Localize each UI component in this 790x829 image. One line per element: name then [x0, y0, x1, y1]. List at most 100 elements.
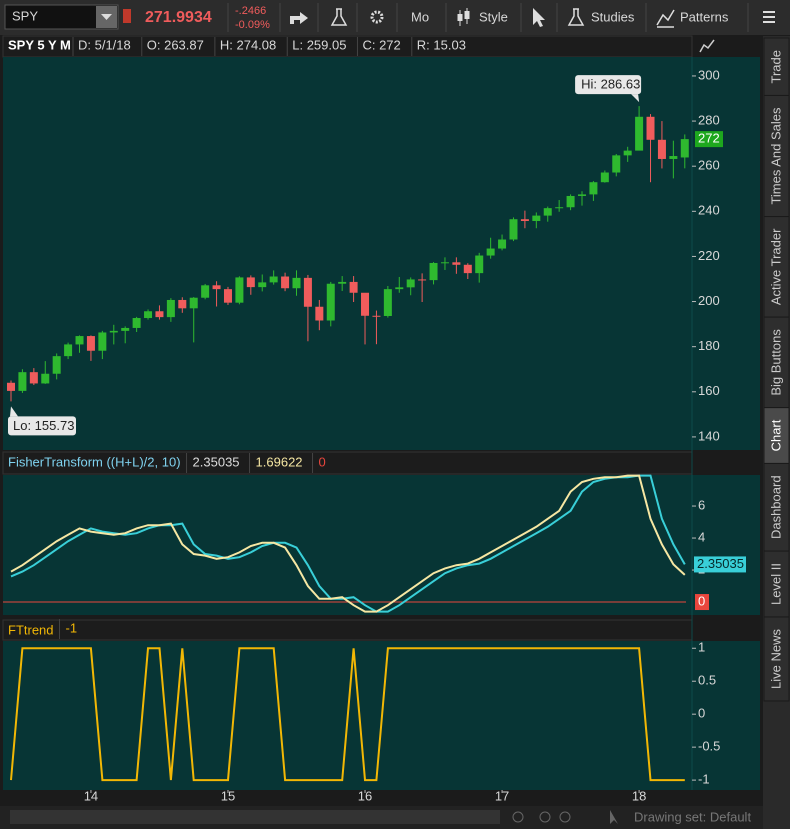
- zoom-icon[interactable]: [512, 811, 524, 823]
- chart-icon[interactable]: [699, 39, 715, 53]
- x-tick-label: 16: [358, 788, 372, 803]
- candle-body: [509, 219, 518, 240]
- fisher-title: FisherTransform ((H+L)/2, 10): [8, 454, 181, 469]
- candle-body: [566, 195, 575, 208]
- candle-body: [155, 311, 164, 318]
- toolbar: [0, 0, 790, 35]
- y-tick-label: 0.5: [698, 673, 716, 688]
- candle-body: [657, 139, 666, 159]
- sidebar-tab-label[interactable]: Live News: [768, 628, 783, 688]
- candle-body: [635, 116, 644, 151]
- candle-body: [326, 283, 335, 321]
- study-line: [10, 474, 686, 613]
- candle-body: [178, 299, 187, 309]
- change: -.2466: [235, 5, 266, 17]
- share-icon[interactable]: [290, 12, 308, 24]
- y-tick-label: 160: [698, 383, 720, 398]
- sidebar-tab[interactable]: [763, 94, 790, 218]
- flask-icon[interactable]: [330, 8, 348, 26]
- candle-body: [589, 182, 598, 195]
- y-tick-label: 200: [698, 293, 720, 308]
- zoom-icon[interactable]: [559, 811, 571, 823]
- header-field: H: 274.08: [220, 37, 276, 52]
- candle-body: [349, 281, 358, 293]
- sidebar-tabs: Trade Times And Sales Active Trader Big But…: [763, 37, 790, 702]
- candle-body: [429, 262, 438, 281]
- zero-box: [695, 594, 709, 611]
- last-price: 271.9934: [145, 9, 212, 26]
- sidebar-tab-label[interactable]: Trade: [768, 50, 783, 83]
- hi-label: Hi: 286.63: [581, 77, 640, 92]
- drawing-set[interactable]: Drawing set: Default: [634, 809, 751, 824]
- alert-icon[interactable]: [123, 9, 131, 23]
- y-tick-label: 180: [698, 338, 720, 353]
- candle-body: [212, 285, 221, 290]
- candle-body: [463, 264, 472, 274]
- candle-body: [98, 332, 107, 351]
- candle-body: [235, 277, 244, 303]
- candle-body: [440, 262, 449, 264]
- study-line: [10, 474, 686, 613]
- candle-body: [680, 139, 689, 158]
- sidebar-tab[interactable]: [763, 616, 790, 702]
- fttrend-title: FTtrend: [8, 622, 54, 637]
- y-tick-label: 260: [698, 158, 720, 173]
- candle-body: [281, 276, 290, 289]
- candle-body: [132, 318, 141, 328]
- sidebar-tab-label[interactable]: Times And Sales: [768, 107, 783, 205]
- candle-body: [109, 330, 118, 333]
- lo-callout: [8, 416, 76, 436]
- candle-body: [578, 194, 586, 196]
- symbol: SPY: [12, 8, 38, 23]
- study-line: [10, 647, 685, 782]
- candle-body: [29, 372, 38, 384]
- sidebar-tab[interactable]: [763, 216, 790, 318]
- sidebar-tab-label[interactable]: Chart: [768, 419, 783, 451]
- candle-body: [292, 277, 301, 289]
- menu-icon[interactable]: [763, 11, 775, 23]
- sidebar-tab-label[interactable]: Dashboard: [768, 475, 783, 539]
- candle-body: [269, 276, 278, 283]
- sidebar-tab-label[interactable]: Active Trader: [768, 228, 783, 305]
- button-style[interactable]: Style: [479, 9, 508, 24]
- cursor-icon[interactable]: [610, 810, 618, 824]
- zoom-icon[interactable]: [539, 811, 551, 823]
- candle-body: [406, 279, 415, 288]
- sidebar-tab[interactable]: [763, 316, 790, 409]
- value-box-label: 2.35035: [697, 556, 744, 571]
- x-tick-label: 14: [84, 788, 98, 803]
- candle-body: [52, 356, 61, 374]
- candle-body: [121, 327, 130, 331]
- candle-body: [418, 279, 427, 281]
- cursor-icon[interactable]: [533, 8, 545, 27]
- candle-body: [395, 287, 404, 290]
- y-tick-label: -1: [698, 772, 710, 787]
- studies-icon: [567, 8, 585, 26]
- x-tick-label: 17: [495, 788, 509, 803]
- candle-body: [41, 373, 50, 384]
- button-mo[interactable]: Mo: [411, 9, 429, 24]
- change-pct: -0.09%: [235, 19, 270, 31]
- button-studies[interactable]: Studies: [591, 9, 635, 24]
- sidebar-tab-label[interactable]: Big Buttons: [768, 329, 783, 396]
- gear-icon[interactable]: [370, 10, 384, 24]
- candle-body: [223, 289, 232, 303]
- sidebar-tab[interactable]: [763, 550, 790, 618]
- style-icon: [464, 11, 470, 19]
- header-field: C: 272: [362, 37, 400, 52]
- candle-body: [258, 282, 267, 288]
- scrollbar[interactable]: [10, 810, 500, 824]
- candle-body: [201, 285, 210, 298]
- study-value: -1: [66, 620, 78, 635]
- sidebar-tab-label[interactable]: Level II: [768, 563, 783, 605]
- candle-body: [303, 277, 312, 307]
- candle-body: [338, 281, 347, 284]
- sidebar-tab[interactable]: [763, 37, 790, 96]
- y-tick-label: 140: [698, 428, 720, 443]
- lo-pointer: [10, 406, 18, 417]
- chart-title: SPY 5 Y M: [8, 37, 71, 52]
- candle-body: [166, 299, 175, 318]
- value-box: [694, 556, 746, 573]
- button-patterns[interactable]: Patterns: [680, 9, 729, 24]
